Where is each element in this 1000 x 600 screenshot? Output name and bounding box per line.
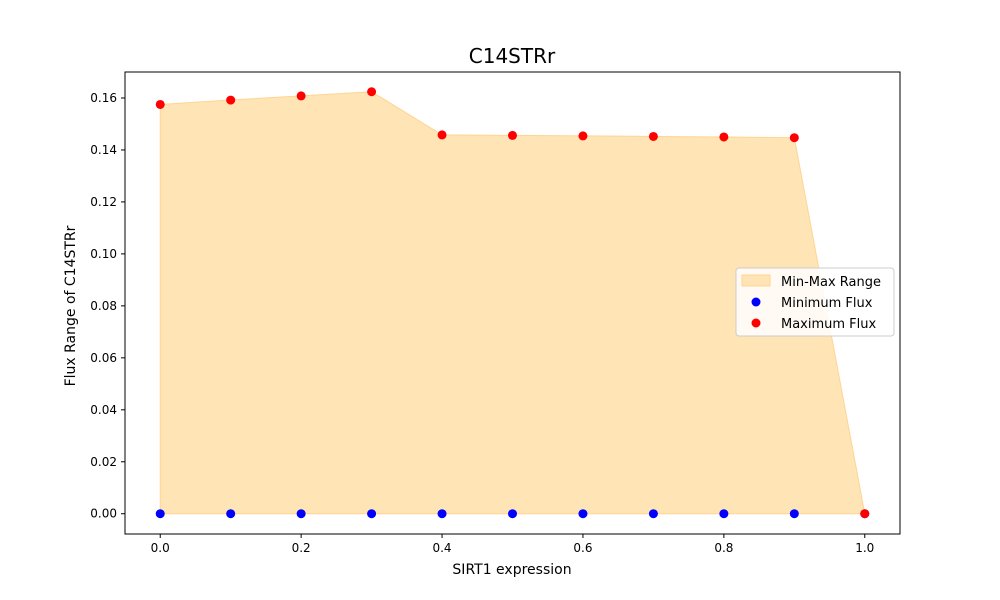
y-tick-label: 0.04 [90, 403, 117, 417]
x-tick-label: 0.8 [714, 541, 733, 555]
min-max-range-area [159, 91, 866, 515]
x-tick-label: 0.6 [573, 541, 592, 555]
minimum-flux-point [648, 509, 658, 519]
x-tick-label: 0.2 [292, 541, 311, 555]
y-tick-label: 0.02 [90, 455, 117, 469]
maximum-flux-point [508, 130, 517, 140]
maximum-flux-point [367, 87, 377, 97]
maximum-flux-point [226, 95, 236, 105]
plot-frame [124, 71, 901, 535]
minimum-flux-point [578, 509, 588, 519]
legend: Min-Max Range Minimum Flux Maximum Flux [735, 267, 895, 337]
minimum-flux-point [508, 509, 517, 519]
maximum-flux-point [648, 131, 658, 141]
maximum-flux-point [296, 91, 306, 101]
minimum-flux-point [155, 509, 165, 519]
legend-box [735, 267, 895, 337]
maximum-flux-point [789, 133, 799, 143]
maximum-flux-point [155, 99, 165, 109]
legend-swatch-range [741, 274, 771, 287]
maximum-flux-point [719, 132, 729, 142]
x-tick-label: 1.0 [855, 541, 874, 555]
minimum-flux-point [437, 509, 447, 519]
y-tick-label: 0.12 [90, 195, 117, 209]
legend-label: Maximum Flux [781, 317, 877, 332]
y-tick-label: 0.08 [90, 299, 117, 313]
x-tick-label: 0.0 [151, 541, 170, 555]
plot-area: 0.0 0.2 0.4 0.6 0.8 1.0 0.00 0.02 0.04 0.06 0.08 0.… [90, 71, 901, 555]
y-tick-label: 0.10 [90, 247, 117, 261]
chart-title: C14STRr [469, 44, 556, 68]
y-tick-label: 0.16 [90, 91, 117, 105]
legend-marker [751, 318, 761, 328]
y-axis-label: Flux Range of C14STRr [63, 225, 79, 386]
x-axis-label: SIRT1 expression [452, 562, 571, 578]
maximum-flux-point [578, 131, 588, 141]
legend-label: Minimum Flux [781, 296, 873, 311]
x-tick-label: 0.4 [432, 541, 451, 555]
minimum-flux-point [719, 509, 729, 519]
minimum-flux-point [226, 509, 236, 519]
y-tick-label: 0.06 [90, 351, 117, 365]
legend-label: Min-Max Range [781, 275, 881, 290]
y-tick-label: 0.14 [90, 143, 117, 157]
maximum-flux-point [860, 509, 870, 519]
legend-marker [751, 297, 761, 307]
minimum-flux-point [789, 509, 799, 519]
maximum-flux-point [437, 130, 447, 140]
minimum-flux-point [296, 509, 306, 519]
y-tick-label: 0.00 [90, 507, 117, 521]
minimum-flux-point [367, 509, 377, 519]
